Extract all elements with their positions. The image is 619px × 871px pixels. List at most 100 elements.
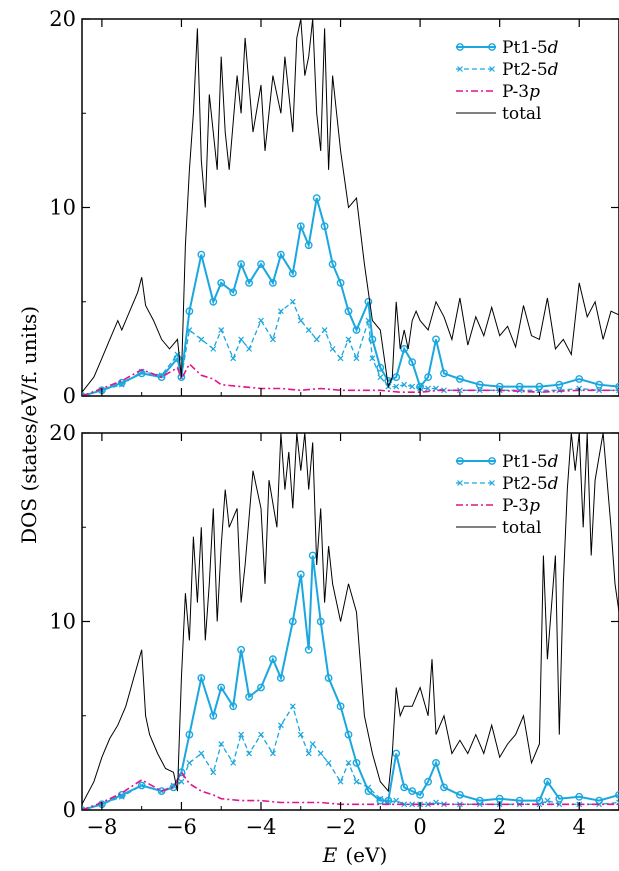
x-axis-title: E (eV) (322, 843, 388, 867)
point-pt2 (544, 797, 551, 804)
legend-marker (456, 457, 464, 465)
point-pt1 (117, 791, 126, 799)
point-pt2 (377, 374, 384, 381)
point-pt1 (276, 250, 285, 259)
point-pt1 (257, 260, 265, 268)
point-pt2 (476, 387, 483, 394)
point-pt1 (352, 326, 361, 334)
point-pt1 (575, 792, 584, 801)
legend-marker (489, 66, 495, 72)
point-pt2 (596, 801, 603, 808)
point-pt2 (118, 381, 125, 388)
point-pt1 (117, 378, 126, 387)
point-pt2 (409, 383, 416, 390)
x-tick-label: 4 (573, 815, 586, 839)
point-pt1 (217, 683, 226, 692)
point-pt1 (400, 344, 409, 353)
point-pt1 (157, 787, 166, 795)
point-pt1 (268, 655, 277, 664)
point-pt2 (325, 759, 332, 766)
top-y-ticks: 0 10 20 (49, 7, 619, 408)
point-pt1 (229, 288, 238, 297)
series-line-total (82, 19, 619, 393)
point-pt1 (440, 783, 448, 792)
legend-marker (488, 43, 496, 51)
x-axis-variable: E (322, 843, 338, 867)
point-pt2 (270, 336, 276, 343)
bottom-plot-area (82, 433, 619, 810)
point-pt2 (556, 387, 563, 394)
point-pt2 (556, 801, 563, 808)
point-pt1 (416, 791, 424, 799)
point-pt1 (495, 794, 504, 803)
point-pt2 (198, 336, 205, 343)
y-tick-label: 20 (49, 7, 76, 31)
series-line-p3p (82, 362, 619, 396)
point-pt1 (575, 375, 584, 383)
point-pt1 (555, 380, 564, 389)
point-pt2 (218, 741, 225, 747)
point-pt1 (137, 781, 146, 790)
legend-label-pt1: Pt1-5d (502, 38, 559, 58)
point-pt1 (376, 363, 385, 372)
point-pt2 (210, 345, 217, 352)
point-pt1 (304, 645, 313, 654)
point-pt2 (516, 387, 523, 394)
point-pt2 (337, 355, 344, 362)
point-pt1 (209, 711, 218, 720)
point-pt1 (555, 794, 564, 803)
point-pt1 (268, 278, 277, 287)
point-pt2 (230, 355, 237, 362)
point-pt2 (186, 759, 193, 766)
point-pt2 (353, 778, 360, 785)
point-pt1 (455, 375, 464, 383)
point-pt1 (185, 307, 194, 316)
point-pt1 (296, 222, 305, 231)
legend-label-p3p: P-3p (502, 496, 540, 516)
point-pt2 (198, 750, 205, 757)
point-pt1 (237, 645, 246, 654)
point-pt1 (392, 749, 401, 758)
point-pt2 (258, 317, 264, 324)
point-pt1 (364, 297, 373, 306)
point-pt1 (276, 674, 285, 682)
point-pt1 (543, 777, 552, 786)
point-pt1 (392, 373, 401, 381)
point-pt1 (595, 380, 603, 389)
point-pt1 (237, 260, 246, 268)
point-pt2 (246, 750, 252, 757)
point-pt1 (400, 783, 409, 792)
point-pt2 (238, 731, 245, 738)
point-pt1 (197, 674, 206, 682)
point-pt2 (82, 807, 85, 810)
point-pt2 (309, 741, 316, 747)
point-pt1 (288, 269, 297, 278)
legend-marker (457, 480, 463, 486)
point-pt2 (365, 784, 372, 791)
point-pt1 (408, 358, 417, 366)
legend-label-p3p: P-3p (502, 82, 540, 102)
point-pt1 (312, 194, 321, 203)
x-tick-label: −4 (246, 815, 277, 839)
point-pt1 (344, 307, 353, 316)
point-pt2 (218, 327, 225, 333)
point-pt1 (209, 297, 218, 306)
top-plot-area (82, 19, 619, 396)
point-pt2 (277, 722, 284, 729)
point-pt1 (316, 617, 325, 626)
point-pt1 (336, 702, 345, 711)
series-line-pt1 (82, 197, 619, 396)
legend-marker (488, 457, 496, 465)
point-pt2 (118, 793, 125, 800)
point-pt2 (277, 308, 284, 315)
point-pt2 (369, 355, 376, 362)
legend-label-pt2: Pt2-5d (502, 474, 559, 494)
point-pt2 (476, 801, 483, 808)
point-pt2 (297, 731, 304, 738)
point-pt2 (305, 327, 312, 333)
legend-marker (456, 43, 464, 51)
